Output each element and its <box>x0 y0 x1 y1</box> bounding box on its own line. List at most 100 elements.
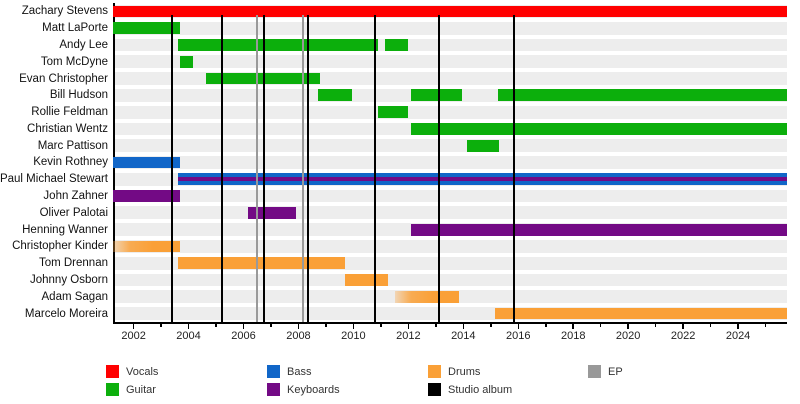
axis-tick <box>160 323 162 328</box>
legend-swatch-guitar <box>106 383 119 396</box>
axis-year-label: 2018 <box>560 330 586 342</box>
timeline-bar-bill-hudson-2 <box>497 89 787 102</box>
legend-label-keyboards: Keyboards <box>287 383 340 396</box>
timeline-bar-rollie-feldman-0 <box>378 106 409 119</box>
legend-label-studio_album: Studio album <box>448 383 513 396</box>
timeline-bar-johnny-osborn-0 <box>345 274 388 286</box>
axis-year-label: 2016 <box>506 330 531 342</box>
axis-year-label: 2004 <box>176 330 201 342</box>
studio-album-line <box>437 15 440 322</box>
axis-year-label: 2022 <box>670 330 696 342</box>
member-label-kevin-rothney: Kevin Rothney <box>33 156 108 169</box>
ep-line <box>256 15 259 322</box>
axis-year-label: 2012 <box>396 330 421 342</box>
axis-tick <box>242 323 245 329</box>
member-label-evan-christopher: Evan Christopher <box>19 72 108 85</box>
axis-year-label: 2014 <box>451 330 476 342</box>
axis-tick <box>682 323 684 329</box>
axis-tick <box>490 323 492 328</box>
timeline-bar-andy-lee-0 <box>177 39 379 51</box>
axis-tick <box>737 323 739 329</box>
legend-swatch-drums <box>428 365 441 378</box>
timeline-bar-adam-sagan-0 <box>394 290 460 303</box>
member-label-johnny-osborn: Johnny Osborn <box>30 274 108 287</box>
row-band <box>113 156 787 169</box>
axis-tick <box>407 323 410 329</box>
axis-tick <box>572 323 574 329</box>
timeline-bar-matt-laporte-0 <box>113 22 181 35</box>
studio-album-line <box>220 15 223 322</box>
axis-tick <box>215 323 217 328</box>
ep-line <box>301 15 304 322</box>
timeline-bar-paul-michael-stewart-0 <box>177 173 787 186</box>
axis-tick <box>270 323 272 328</box>
timeline-bar-marcelo-moreira-0 <box>494 307 787 320</box>
studio-album-line <box>374 15 377 322</box>
legend-swatch-ep <box>588 365 601 378</box>
row-band <box>113 21 787 35</box>
row-band <box>113 139 787 153</box>
member-label-christopher-kinder: Christopher Kinder <box>12 240 108 253</box>
member-label-zachary-stevens: Zachary Stevens <box>21 5 108 18</box>
legend-label-bass: Bass <box>287 365 312 378</box>
row-band <box>113 273 787 287</box>
timeline-bar-christian-wentz-0 <box>411 123 787 135</box>
timeline-bar-john-zahner-0 <box>113 190 181 202</box>
row-band <box>113 240 787 253</box>
axis-tick <box>517 323 520 329</box>
row-band <box>113 206 787 220</box>
axis-tick <box>297 323 300 329</box>
legend-label-guitar: Guitar <box>126 383 156 396</box>
member-label-adam-sagan: Adam Sagan <box>41 290 109 303</box>
axis-year-label: 2010 <box>341 330 366 342</box>
timeline-bar-bill-hudson-1 <box>411 89 462 102</box>
axis-tick <box>435 323 437 328</box>
member-label-bill-hudson: Bill Hudson <box>49 89 108 102</box>
x-axis-line <box>113 322 787 324</box>
timeline-bar-kevin-rothney-0 <box>113 156 181 169</box>
timeline-bar-andy-lee-1 <box>385 39 409 51</box>
bar-stripe-keyboards <box>177 177 787 182</box>
member-label-andy-lee: Andy Lee <box>59 38 108 51</box>
timeline-bar-christopher-kinder-0 <box>113 240 181 253</box>
legend-label-ep: EP <box>608 365 623 378</box>
axis-tick <box>709 323 712 328</box>
timeline-bar-tom-mcdyne-0 <box>180 55 193 68</box>
legend-swatch-bass <box>267 365 280 378</box>
axis-tick <box>187 323 190 329</box>
member-label-marcelo-moreira: Marcelo Moreira <box>24 307 108 320</box>
studio-album-line <box>307 15 310 322</box>
timeline-bar-bill-hudson-0 <box>317 89 353 102</box>
legend-swatch-studio_album <box>428 383 441 396</box>
timeline-bar-tom-drennan-0 <box>177 257 346 270</box>
axis-tick <box>599 323 602 328</box>
axis-year-label: 2024 <box>725 330 751 342</box>
axis-tick <box>627 323 629 329</box>
member-label-henning-wanner: Henning Wanner <box>22 223 108 236</box>
member-label-tom-mcdyne: Tom McDyne <box>40 55 108 68</box>
axis-tick <box>325 323 327 328</box>
axis-year-label: 2002 <box>121 330 146 342</box>
axis-tick <box>654 323 657 328</box>
axis-tick <box>462 323 465 329</box>
legend-swatch-vocals <box>106 365 119 378</box>
axis-tick <box>764 323 767 328</box>
row-band <box>113 105 787 119</box>
studio-album-line <box>263 15 266 322</box>
row-band <box>113 55 787 69</box>
timeline-bar-marc-pattison-0 <box>467 139 500 152</box>
legend-label-drums: Drums <box>448 365 481 378</box>
axis-year-label: 2020 <box>615 330 641 342</box>
axis-tick <box>380 323 382 328</box>
legend-label-vocals: Vocals <box>126 365 159 378</box>
studio-album-line <box>513 15 516 322</box>
axis-tick <box>352 323 355 329</box>
timeline-bar-oliver-palotai-0 <box>247 206 296 219</box>
member-label-paul-michael-stewart: Paul Michael Stewart <box>0 173 108 186</box>
studio-album-line <box>171 15 174 322</box>
timeline-bar-zachary-stevens-0 <box>113 5 787 18</box>
axis-tick <box>132 323 135 329</box>
row-band <box>113 189 787 203</box>
member-label-john-zahner: John Zahner <box>43 190 108 203</box>
